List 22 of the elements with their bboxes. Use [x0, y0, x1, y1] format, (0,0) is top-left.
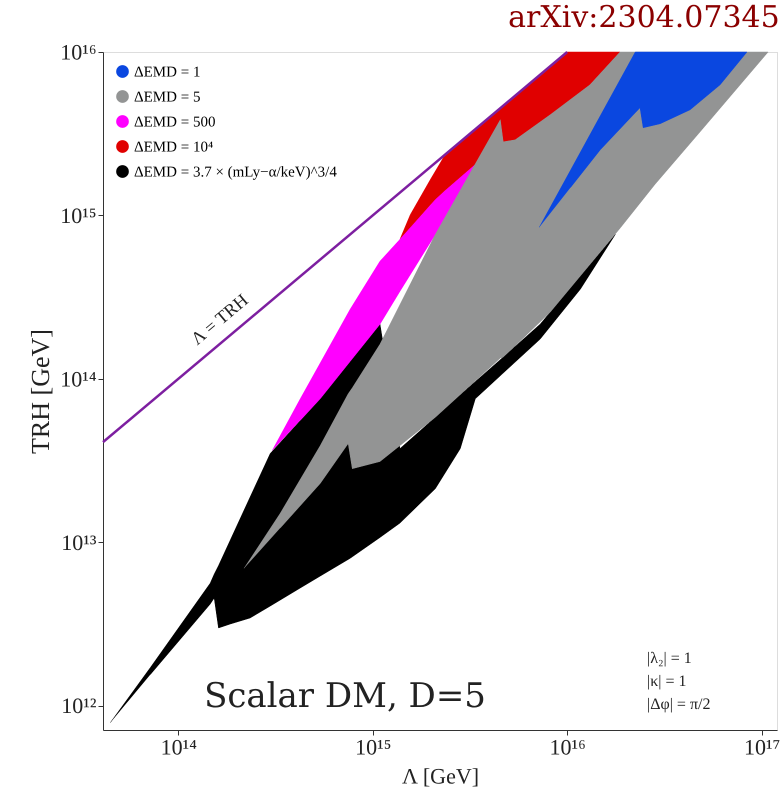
x-tick-label: 10¹⁶ — [550, 734, 586, 760]
y-tick-label: 10¹⁴ — [60, 366, 97, 392]
x-tick-label: 10¹⁵ — [355, 734, 392, 760]
legend-label: ΔEMD = 10⁴ — [134, 140, 214, 156]
y-axis-title: TRH [GeV] — [26, 329, 56, 454]
x-axis-title: Λ [GeV] — [402, 764, 480, 788]
chart-title: arXiv:2304.07345 — [508, 0, 780, 35]
y-tick-label: 10¹³ — [61, 530, 97, 555]
annotation: |κ| = 1 — [647, 673, 686, 690]
annotation: Λ = TRH — [186, 290, 252, 349]
legend-label: ΔEMD = 500 — [134, 114, 216, 130]
y-tick-label: 10¹⁶ — [60, 40, 96, 64]
annotation: |λ₂| = 1 — [647, 650, 692, 667]
x-tick-label: 10¹⁷ — [744, 734, 780, 760]
legend-label: ΔEMD = 1 — [134, 64, 200, 80]
legend-label: ΔEMD = 5 — [134, 90, 200, 106]
y-tick-label: 10¹⁵ — [60, 202, 96, 228]
y-tick-label: 10¹² — [61, 693, 97, 718]
annotation: Scalar DM, D=5 — [204, 676, 486, 716]
annotation: |Δφ| = π/2 — [647, 696, 710, 713]
legend-label: ΔEMD = 3.7 × (mLy−α/keV)^3/4 — [134, 164, 338, 180]
x-tick-label: 10¹⁴ — [160, 734, 198, 760]
